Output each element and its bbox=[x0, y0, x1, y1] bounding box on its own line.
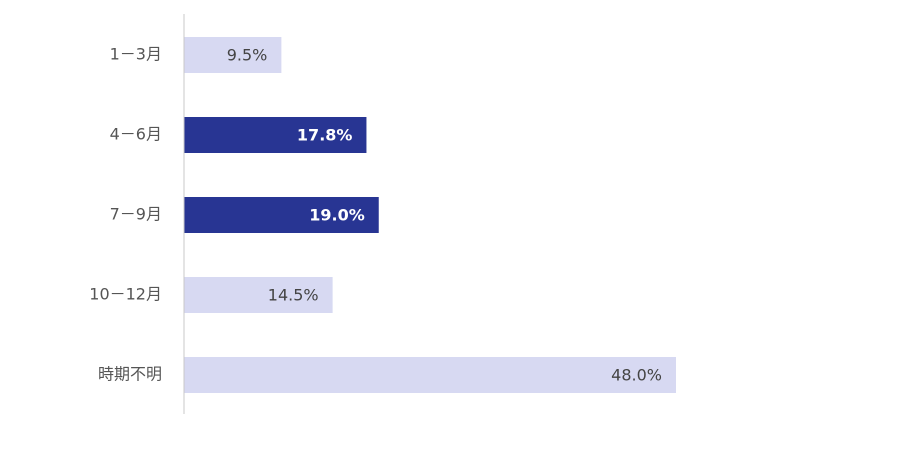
bar-0 bbox=[184, 37, 282, 73]
bar-4 bbox=[184, 357, 676, 393]
bar-3 bbox=[184, 277, 333, 313]
value-label-2: 19.0% bbox=[309, 206, 365, 225]
category-label-2: 7－9月 bbox=[110, 205, 162, 224]
bar-2 bbox=[184, 197, 379, 233]
category-label-1: 4－6月 bbox=[110, 125, 162, 144]
category-label-3: 10－12月 bbox=[89, 285, 162, 304]
value-label-1: 17.8% bbox=[297, 126, 353, 145]
value-label-0: 9.5% bbox=[227, 46, 268, 65]
value-labels-group: 9.5% 17.8% 19.0% 14.5% 48.0% bbox=[227, 46, 662, 385]
category-label-0: 1－3月 bbox=[110, 45, 162, 64]
value-label-3: 14.5% bbox=[268, 286, 319, 305]
bars-group bbox=[184, 37, 676, 393]
value-label-4: 48.0% bbox=[611, 366, 662, 385]
category-label-4: 時期不明 bbox=[98, 365, 162, 384]
bar-1 bbox=[184, 117, 367, 153]
